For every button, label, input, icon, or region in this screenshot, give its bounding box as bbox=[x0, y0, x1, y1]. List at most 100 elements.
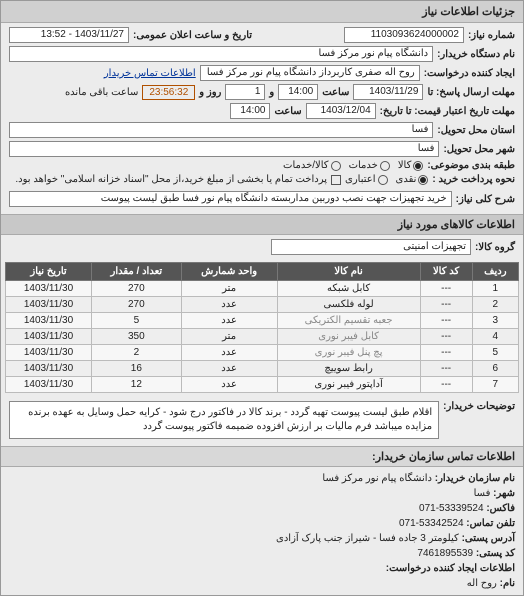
post-label: کد پستی: bbox=[476, 548, 515, 559]
table-row: 3---جعبه تقسیم الکتریکیعدد51403/11/30 bbox=[6, 313, 519, 329]
city-value: فسا bbox=[9, 141, 439, 157]
table-header-row: ردیف کد کالا نام کالا واحد شمارش تعداد /… bbox=[6, 263, 519, 281]
org-label: نام سازمان خریدار: bbox=[435, 473, 515, 484]
table-cell: 3 bbox=[472, 313, 518, 329]
announce-value: 1403/11/27 - 13:52 bbox=[9, 27, 129, 43]
table-cell: --- bbox=[420, 377, 472, 393]
table-cell: 12 bbox=[92, 377, 182, 393]
notes-text: اقلام طبق لیست پیوست تهیه گردد - برند کا… bbox=[9, 401, 439, 439]
group-label: گروه کالا: bbox=[475, 242, 515, 253]
time-label-1: ساعت bbox=[322, 87, 349, 98]
form-container: جزئیات اطلاعات نیاز شماره نیاز: 11030936… bbox=[0, 0, 524, 596]
table-row: 2---لوله فلکسیعدد2701403/11/30 bbox=[6, 297, 519, 313]
name-value: روح اله bbox=[467, 578, 497, 589]
table-cell: متر bbox=[181, 281, 277, 297]
phone-value: 53342524-071 bbox=[399, 518, 464, 529]
notes-label: توضیحات خریدار: bbox=[443, 401, 515, 412]
table-cell: 1403/11/30 bbox=[6, 329, 92, 345]
province-value: فسا bbox=[9, 122, 433, 138]
post-value: 7461895539 bbox=[417, 548, 473, 559]
table-cell: --- bbox=[420, 361, 472, 377]
goods-section-title: اطلاعات کالاهای مورد نیاز bbox=[1, 214, 523, 235]
th-qty: تعداد / مقدار bbox=[92, 263, 182, 281]
table-cell: 1403/11/30 bbox=[6, 281, 92, 297]
requester-value: روح اله صفری کاربرداز دانشگاه پیام نور م… bbox=[200, 65, 420, 81]
contact-city-label: شهر: bbox=[493, 488, 515, 499]
table-cell: لوله فلکسی bbox=[277, 297, 420, 313]
table-cell: --- bbox=[420, 345, 472, 361]
budget-label: طبقه بندی موضوعی: bbox=[427, 160, 515, 171]
name-label: نام: bbox=[500, 578, 515, 589]
days-and: و bbox=[269, 87, 274, 98]
creator-label: اطلاعات ایجاد کننده درخواست: bbox=[386, 563, 515, 574]
phone-label: تلفن تماس: bbox=[466, 518, 515, 529]
table-cell: عدد bbox=[181, 345, 277, 361]
page-title: جزئیات اطلاعات نیاز bbox=[1, 1, 523, 23]
radio-kala[interactable] bbox=[413, 161, 423, 171]
table-body: 1---کابل شبکهمتر2701403/11/302---لوله فل… bbox=[6, 281, 519, 393]
radio-kalakhadamat[interactable] bbox=[331, 161, 341, 171]
table-cell: 1403/11/30 bbox=[6, 313, 92, 329]
address-label: آدرس پستی: bbox=[462, 533, 515, 544]
deadline-reply-label: مهلت ارسال پاسخ: تا bbox=[427, 87, 515, 98]
table-cell: 1403/11/30 bbox=[6, 377, 92, 393]
buyer-label: نام دستگاه خریدار: bbox=[437, 49, 515, 60]
remaining-label: ساعت باقی مانده bbox=[65, 87, 138, 98]
pay-note: پرداخت تمام یا بخشی از مبلغ خرید،از محل … bbox=[15, 174, 327, 185]
org-value: دانشگاه پیام نور مرکز فسا bbox=[322, 473, 432, 484]
th-name: نام کالا bbox=[277, 263, 420, 281]
table-row: 4---کابل فیبر نوریمتر3501403/11/30 bbox=[6, 329, 519, 345]
table-cell: 1403/11/30 bbox=[6, 297, 92, 313]
deadline-time: 14:00 bbox=[278, 84, 318, 100]
table-cell: متر bbox=[181, 329, 277, 345]
table-cell: کابل فیبر نوری bbox=[277, 329, 420, 345]
radio-cash-label: نقدی bbox=[396, 174, 417, 185]
table-cell: 1403/11/30 bbox=[6, 361, 92, 377]
table-cell: 4 bbox=[472, 329, 518, 345]
radio-cash[interactable] bbox=[418, 175, 428, 185]
announce-label: تاریخ و ساعت اعلان عمومی: bbox=[133, 30, 252, 41]
validity-label: مهلت تاریخ اعتبار قیمت: تا تاریخ: bbox=[380, 106, 515, 117]
table-cell: عدد bbox=[181, 361, 277, 377]
table-row: 7---آداپتور فیبر نوریعدد121403/11/30 bbox=[6, 377, 519, 393]
table-cell: 2 bbox=[92, 345, 182, 361]
city-label: شهر محل تحویل: bbox=[443, 144, 515, 155]
table-cell: آداپتور فیبر نوری bbox=[277, 377, 420, 393]
radio-kala-label: کالا bbox=[398, 160, 412, 171]
table-cell: --- bbox=[420, 281, 472, 297]
group-value: تجهیزات امنیتی bbox=[271, 239, 471, 255]
table-cell: 350 bbox=[92, 329, 182, 345]
table-cell: 16 bbox=[92, 361, 182, 377]
days-after: روز و bbox=[199, 87, 221, 98]
fax-label: فاکس: bbox=[486, 503, 515, 514]
number-value: 1103093624000002 bbox=[344, 27, 464, 43]
table-cell: 5 bbox=[92, 313, 182, 329]
pay-checkbox[interactable] bbox=[331, 175, 341, 185]
radio-khadamat[interactable] bbox=[380, 161, 390, 171]
table-cell: پچ پنل فیبر نوری bbox=[277, 345, 420, 361]
table-row: 1---کابل شبکهمتر2701403/11/30 bbox=[6, 281, 519, 297]
th-unit: واحد شمارش bbox=[181, 263, 277, 281]
table-cell: 270 bbox=[92, 297, 182, 313]
table-cell: 6 bbox=[472, 361, 518, 377]
days-value: 1 bbox=[225, 84, 265, 100]
pay-radio-group: نقدی اعتباری bbox=[345, 174, 428, 185]
validity-date: 1403/12/04 bbox=[306, 103, 376, 119]
time-label-2: ساعت bbox=[274, 106, 301, 117]
summary-value: خرید تجهیزات جهت نصب دوربین مداربسته دان… bbox=[9, 191, 452, 207]
table-cell: 270 bbox=[92, 281, 182, 297]
radio-khadamat-label: خدمات bbox=[349, 160, 378, 171]
buyer-value: دانشگاه پیام نور مرکز فسا bbox=[9, 46, 433, 62]
items-table: ردیف کد کالا نام کالا واحد شمارش تعداد /… bbox=[5, 262, 519, 393]
contact-link[interactable]: اطلاعات تماس خریدار bbox=[104, 68, 196, 79]
requester-label: ایجاد کننده درخواست: bbox=[424, 68, 515, 79]
number-label: شماره نیاز: bbox=[468, 30, 515, 41]
countdown-timer: 23:56:32 bbox=[142, 85, 195, 100]
pay-label: نحوه پرداخت خرید : bbox=[432, 174, 515, 185]
radio-credit[interactable] bbox=[378, 175, 388, 185]
table-cell: 7 bbox=[472, 377, 518, 393]
top-fields: شماره نیاز: 1103093624000002 تاریخ و ساع… bbox=[1, 23, 523, 214]
table-cell: کابل شبکه bbox=[277, 281, 420, 297]
table-row: 6---رابط سوییچعدد161403/11/30 bbox=[6, 361, 519, 377]
table-cell: 2 bbox=[472, 297, 518, 313]
